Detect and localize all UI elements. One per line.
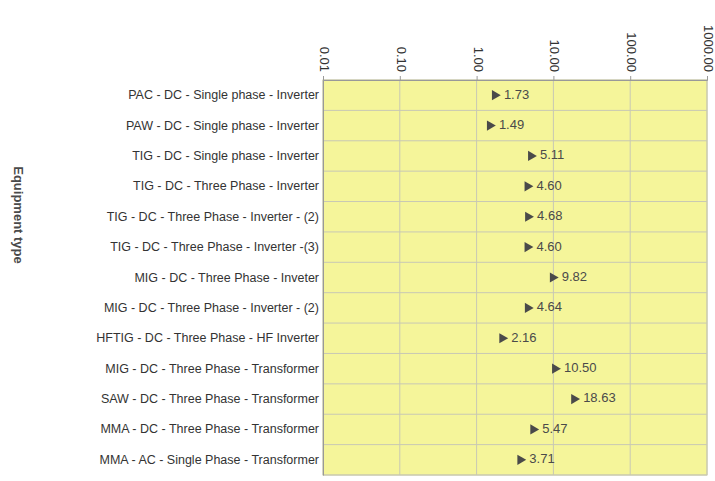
y-tick: MIG - DC - Three Phase - Inveter <box>134 271 323 285</box>
y-tick: MIG - DC - Three Phase - Transformer <box>105 362 323 376</box>
marker <box>517 455 526 465</box>
grid-line <box>399 80 400 475</box>
x-tick: 1000.00 <box>701 25 715 80</box>
row-line <box>323 140 707 141</box>
marker <box>487 120 496 130</box>
x-tick-mark <box>630 76 631 80</box>
data-label: 2.16 <box>511 330 536 345</box>
row-line <box>323 383 707 384</box>
row-line <box>323 323 707 324</box>
y-tick-label: PAW - DC - Single phase - Inverter <box>126 119 319 133</box>
marker <box>550 272 559 282</box>
data-label: 4.60 <box>536 239 561 254</box>
y-tick: PAC - DC - Single phase - Inverter <box>128 88 323 102</box>
chart: 0.01 0.10 1.00 10.00 100.00 1000.00 PAC - DC -… <box>0 0 715 481</box>
marker <box>525 212 534 222</box>
y-tick: TIG - DC - Single phase - Inverter <box>132 149 323 163</box>
y-tick-label: HFTIG - DC - Three Phase - HF Inverter <box>96 331 319 345</box>
x-axis: 0.01 0.10 1.00 10.00 100.00 1000.00 <box>317 25 715 81</box>
x-tick: 0.10 <box>394 47 409 80</box>
x-tick-mark <box>400 76 401 80</box>
x-tick-label: 0.10 <box>394 47 409 72</box>
x-tick: 0.01 <box>317 47 332 80</box>
x-tick: 1.00 <box>471 47 486 80</box>
y-tick: HFTIG - DC - Three Phase - HF Inverter <box>96 331 323 345</box>
data-label: 1.49 <box>499 117 524 132</box>
row-line <box>323 262 707 263</box>
grid-line <box>476 80 477 475</box>
row-line <box>323 201 707 202</box>
y-tick: TIG - DC - Three Phase - Inverter -(3) <box>110 240 323 254</box>
x-tick-label: 1.00 <box>471 47 486 72</box>
y-tick-label: TIG - DC - Single phase - Inverter <box>132 149 319 163</box>
x-tick-label: 10.00 <box>547 39 562 72</box>
data-label: 18.63 <box>583 390 616 405</box>
y-tick: MMA - AC - Single Phase - Transformer <box>99 453 323 467</box>
x-tick-mark <box>477 76 478 80</box>
x-tick: 10.00 <box>547 39 562 80</box>
grid-line <box>707 80 708 475</box>
x-tick-label: 1000.00 <box>701 25 715 72</box>
marker <box>552 364 561 374</box>
row-line <box>323 444 707 445</box>
y-tick-label: TIG - DC - Three Phase - Inverter -(3) <box>110 240 319 254</box>
x-tick: 100.00 <box>624 32 639 80</box>
marker <box>499 333 508 343</box>
row-lines <box>323 80 707 475</box>
y-tick-label: PAC - DC - Single phase - Inverter <box>128 88 319 102</box>
y-axis: PAC - DC - Single phase - Inverter PAW - … <box>96 81 323 476</box>
data-label: 5.47 <box>542 421 567 436</box>
grid-line <box>323 80 324 475</box>
row-line <box>323 231 707 232</box>
y-tick-label: MMA - AC - Single Phase - Transformer <box>99 453 319 467</box>
data-label: 3.71 <box>529 451 554 466</box>
y-tick: MIG - DC - Three Phase - Inverter - (2) <box>104 301 323 315</box>
y-tick: PAW - DC - Single phase - Inverter <box>126 119 323 133</box>
y-tick-label: SAW - DC - Three Phase - Transformer <box>101 392 319 406</box>
y-axis-line <box>323 81 324 476</box>
y-tick-label: TIG - DC - Three Phase - Inverter <box>133 179 319 193</box>
row-line <box>323 475 707 476</box>
marker <box>571 394 580 404</box>
y-tick: TIG - DC - Three Phase - Inverter - (2) <box>107 210 323 224</box>
marker <box>525 303 534 313</box>
data-label: 4.64 <box>537 299 562 314</box>
data-label: 10.50 <box>564 360 597 375</box>
x-axis-line <box>324 76 708 81</box>
y-tick-label: MIG - DC - Three Phase - Inverter - (2) <box>104 301 319 315</box>
data-label: 9.82 <box>562 269 587 284</box>
marker <box>525 242 534 252</box>
y-axis-title: Equipment type <box>11 166 26 264</box>
grid-line <box>630 80 631 475</box>
y-tick-label: MIG - DC - Three Phase - Inveter <box>134 271 319 285</box>
y-tick-label: TIG - DC - Three Phase - Inverter - (2) <box>107 210 319 224</box>
y-tick-label: MMA - DC - Three Phase - Transformer <box>100 422 319 436</box>
data-label: 1.73 <box>504 87 529 102</box>
y-tick: TIG - DC - Three Phase - Inverter <box>133 179 323 193</box>
y-tick: MMA - DC - Three Phase - Transformer <box>100 422 323 436</box>
x-tick-label: 100.00 <box>624 32 639 72</box>
marker <box>530 424 539 434</box>
marker <box>528 151 537 161</box>
x-tick-label: 0.01 <box>317 47 332 72</box>
row-line <box>323 171 707 172</box>
data-label: 5.11 <box>540 147 564 162</box>
data-label: 4.68 <box>537 208 562 223</box>
x-tick-mark <box>553 76 554 80</box>
x-tick-mark <box>707 76 708 80</box>
data-label: 4.60 <box>536 178 561 193</box>
row-line <box>323 292 707 293</box>
plot-area <box>323 80 707 475</box>
marker <box>525 181 534 191</box>
row-line <box>323 353 707 354</box>
y-tick: SAW - DC - Three Phase - Transformer <box>101 392 323 406</box>
marker <box>492 90 501 100</box>
row-line <box>323 110 707 111</box>
data-labels: 1.731.495.114.604.684.609.824.642.1610.5… <box>499 87 616 467</box>
y-tick-label: MIG - DC - Three Phase - Transformer <box>105 362 319 376</box>
grid <box>323 80 707 475</box>
x-tick-mark <box>323 76 324 80</box>
row-line <box>323 414 707 415</box>
